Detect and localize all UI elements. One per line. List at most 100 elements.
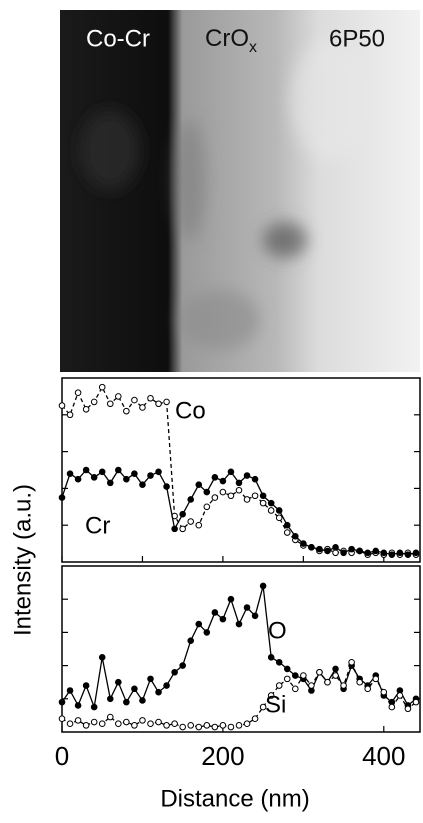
data-point [308,682,315,689]
y-axis-label: Intensity (a.u.) [9,484,36,636]
data-point [219,615,227,623]
series-line [61,385,417,556]
data-point [275,658,283,666]
data-point [267,499,275,507]
data-point [203,488,211,496]
data-point [340,682,347,689]
data-point [82,405,90,413]
data-point [147,472,154,479]
data-point [106,695,114,703]
data-point [283,665,291,673]
data-point [163,483,170,490]
data-point [155,468,162,476]
data-point [179,723,186,731]
data-point [372,547,380,555]
data-point [372,675,380,683]
data-point [219,477,227,485]
data-point [90,474,98,481]
data-point [235,722,243,729]
data-point [316,668,323,676]
data-point [380,688,388,696]
data-point [219,488,227,496]
x-tick-label: 0 [55,741,69,771]
data-point [90,398,98,406]
data-point [82,682,90,689]
data-point [283,529,291,536]
data-point [147,675,154,683]
data-point [98,468,106,476]
data-point [187,722,195,729]
micrograph-texture [80,40,370,350]
data-point [187,518,195,525]
series-label: Co [175,397,206,424]
series-line [61,585,417,710]
data-point [251,475,259,483]
data-point [251,715,259,723]
data-point [259,492,267,500]
data-point [106,713,114,721]
data-point [131,470,138,477]
data-point [259,703,267,711]
data-point [308,543,315,551]
data-point [171,668,178,676]
data-point [227,595,235,603]
region-label: Co-Cr [86,25,150,52]
region-label-text: CrO [205,25,249,52]
data-point [235,479,243,487]
data-point [340,549,347,557]
data-point [163,722,170,729]
data-point [123,718,130,726]
data-point [412,549,420,557]
x-tick-label: 400 [362,741,405,771]
data-point [98,654,106,661]
data-point [388,551,396,558]
region-label-sub: x [249,39,257,56]
data-point [74,389,82,397]
data-point [348,658,355,666]
data-point [195,723,203,731]
data-point [388,703,396,711]
series-label: Si [265,691,286,718]
data-point [227,492,235,500]
data-point [203,503,211,511]
data-point [283,521,291,529]
data-point [123,475,130,483]
data-point [275,682,283,689]
data-point [292,532,299,540]
data-point [356,678,363,686]
data-point [235,620,243,628]
data-point [259,499,267,507]
data-point [227,468,235,476]
data-point [235,486,243,494]
x-axis-label: Distance (nm) [160,785,309,812]
data-point [267,692,275,699]
data-point [147,394,154,402]
data-point [211,723,219,731]
data-point [66,411,74,419]
data-point [292,685,299,693]
data-point [74,702,82,709]
data-point [115,393,122,400]
micrograph: Co-Cr CrOx 6P50 [60,10,420,372]
data-point [412,698,420,706]
data-point [131,685,138,693]
data-point [115,720,122,728]
data-point [332,665,339,673]
plot-frame [61,565,421,733]
data-point [332,672,339,679]
panel: Co Cr [58,377,421,563]
data-point [58,698,66,706]
data-point [195,620,203,628]
data-point [364,549,372,557]
data-point [131,722,138,729]
data-point [179,662,186,669]
data-point [139,717,146,724]
data-point [275,514,283,522]
data-point [243,496,251,503]
data-point [275,507,283,514]
data-point [155,688,162,696]
data-point [332,549,339,557]
data-point [106,400,114,408]
data-point [106,479,114,487]
